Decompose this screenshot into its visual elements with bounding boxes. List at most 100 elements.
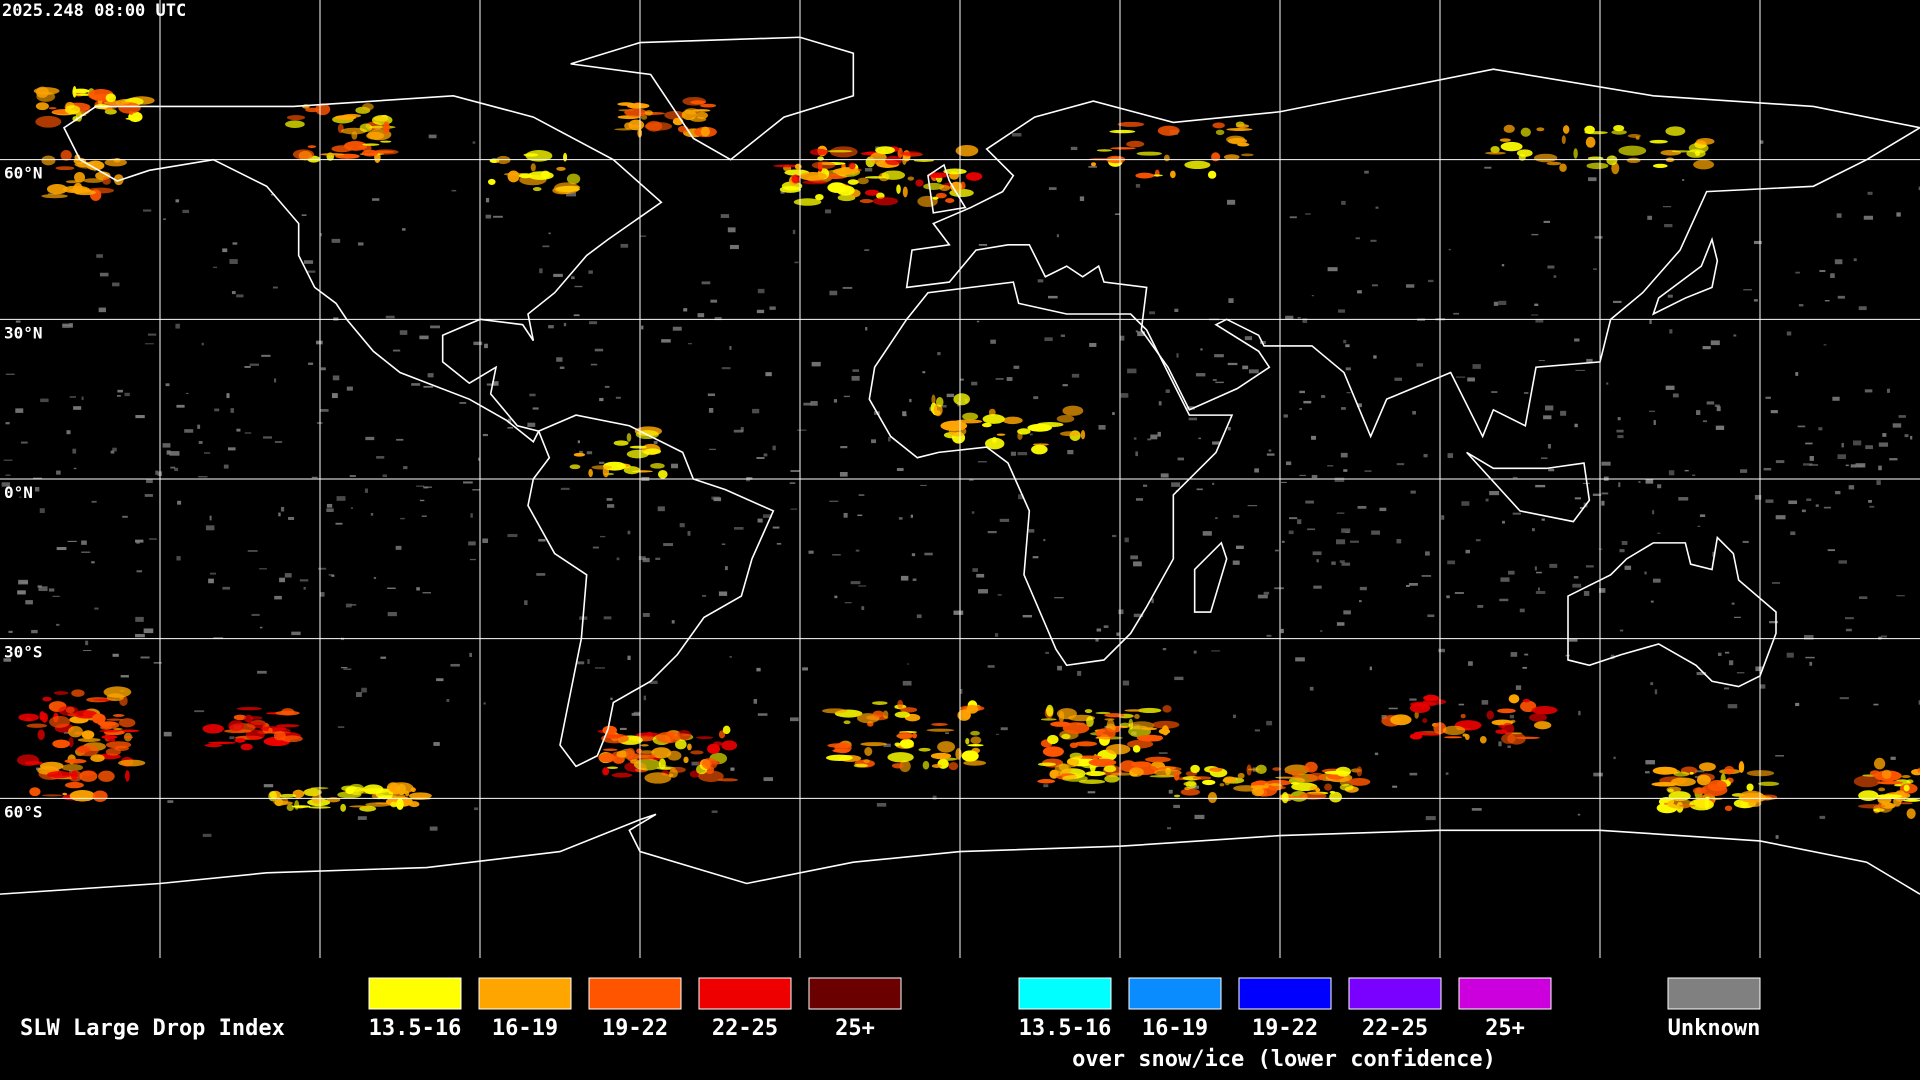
unknown-pixel	[356, 692, 362, 698]
unknown-pixel	[5, 373, 15, 375]
cloud-patch	[822, 708, 848, 714]
cloud-patch	[872, 710, 884, 718]
unknown-pixel	[451, 189, 457, 192]
unknown-pixel	[350, 507, 353, 509]
cloud-patch	[58, 705, 79, 716]
unknown-pixel	[1569, 638, 1578, 642]
cloud-patch	[1180, 788, 1200, 796]
cloud-patch	[1219, 783, 1225, 787]
cloud-patch	[362, 103, 374, 111]
unknown-pixel	[1011, 133, 1022, 137]
unknown-pixel	[299, 579, 309, 582]
unknown-pixel	[834, 595, 838, 599]
cloud-patch	[1110, 147, 1136, 150]
cloud-patch	[815, 193, 824, 201]
cloud-patch	[1307, 772, 1326, 781]
cloud-patch	[721, 740, 738, 751]
unknown-pixel	[166, 450, 171, 455]
unknown-pixel	[865, 327, 868, 331]
unknown-pixel	[1412, 410, 1416, 415]
unknown-pixel	[1150, 434, 1158, 440]
coastline	[905, 68, 1920, 439]
unknown-pixel	[1200, 348, 1203, 351]
unknown-pixel	[470, 513, 473, 518]
unknown-pixel	[328, 574, 334, 576]
unknown-pixel	[920, 484, 927, 486]
cloud-patch	[26, 723, 47, 728]
unknown-pixel	[1837, 295, 1845, 299]
cloud-patch	[408, 801, 420, 808]
unknown-pixel	[536, 573, 546, 576]
cloud-patch	[613, 440, 629, 446]
unknown-pixel	[20, 441, 28, 444]
cloud-patch	[938, 185, 951, 192]
unknown-pixel	[482, 433, 488, 437]
cloud-patch	[1704, 798, 1710, 811]
cloud-patch	[900, 707, 918, 713]
unknown-pixel	[1116, 632, 1120, 636]
unknown-pixel	[1731, 602, 1735, 605]
unknown-pixel	[176, 556, 181, 561]
unknown-pixel	[1512, 512, 1521, 515]
unknown-pixel	[387, 611, 397, 617]
unknown-pixel	[1087, 791, 1096, 794]
cloud-patch	[286, 114, 306, 121]
unknown-pixel	[117, 389, 123, 393]
legend-swatch	[1458, 977, 1552, 1010]
unknown-pixel	[772, 526, 780, 529]
unknown-pixel	[1070, 146, 1078, 151]
unknown-pixel	[789, 482, 796, 484]
unknown-pixel	[38, 586, 48, 592]
unknown-pixel	[1672, 393, 1679, 398]
unknown-pixel	[485, 197, 490, 203]
unknown-pixel	[1000, 727, 1008, 731]
unknown-pixel	[459, 402, 467, 404]
cloud-patch	[640, 744, 649, 747]
cloud-patch	[1479, 735, 1487, 744]
unknown-pixel	[66, 430, 71, 435]
unknown-pixel	[1644, 571, 1647, 575]
unknown-pixel	[1289, 216, 1297, 219]
unknown-pixel	[1806, 498, 1812, 502]
unknown-pixel	[1509, 714, 1514, 719]
cloud-patch	[943, 168, 967, 175]
cloud-patch	[933, 404, 943, 417]
unknown-pixel	[1699, 514, 1706, 517]
unknown-pixel	[1910, 435, 1913, 440]
unknown-pixel	[1288, 530, 1294, 535]
unknown-pixel	[34, 487, 40, 492]
unknown-pixel	[1312, 551, 1322, 556]
cloud-patch	[285, 120, 305, 128]
cloud-patch	[61, 763, 84, 772]
unknown-pixel	[1853, 258, 1857, 262]
cloud-patch	[1050, 770, 1063, 777]
cloud-patch	[1901, 774, 1911, 779]
unknown-pixel	[1227, 426, 1231, 431]
cloud-patch	[1226, 135, 1246, 144]
cloud-patch	[1689, 798, 1714, 811]
cloud-patch	[525, 150, 553, 162]
cloud-patch	[1678, 804, 1696, 807]
unknown-pixel	[1171, 482, 1181, 487]
unknown-pixel	[1878, 465, 1882, 471]
cloud-patch	[259, 726, 287, 732]
unknown-pixel	[73, 467, 77, 470]
cloud-patch	[119, 729, 140, 733]
unknown-pixel	[33, 477, 43, 479]
cloud-patch	[1878, 787, 1886, 792]
unknown-pixel	[365, 436, 375, 441]
unknown-pixel	[1045, 651, 1050, 654]
unknown-pixel	[343, 668, 352, 670]
unknown-pixel	[1345, 367, 1351, 371]
unknown-pixel	[763, 453, 768, 457]
unknown-pixel	[1396, 463, 1405, 466]
cloud-patch	[1665, 126, 1686, 136]
unknown-pixel	[711, 810, 718, 813]
unknown-pixel	[370, 512, 374, 516]
unknown-pixel	[1904, 434, 1909, 438]
unknown-pixel	[1133, 561, 1142, 567]
unknown-pixel	[484, 343, 488, 349]
cloud-patch	[953, 393, 971, 406]
latitude-labels: 60°N 30°N 0°N 30°S 60°S	[4, 164, 43, 822]
